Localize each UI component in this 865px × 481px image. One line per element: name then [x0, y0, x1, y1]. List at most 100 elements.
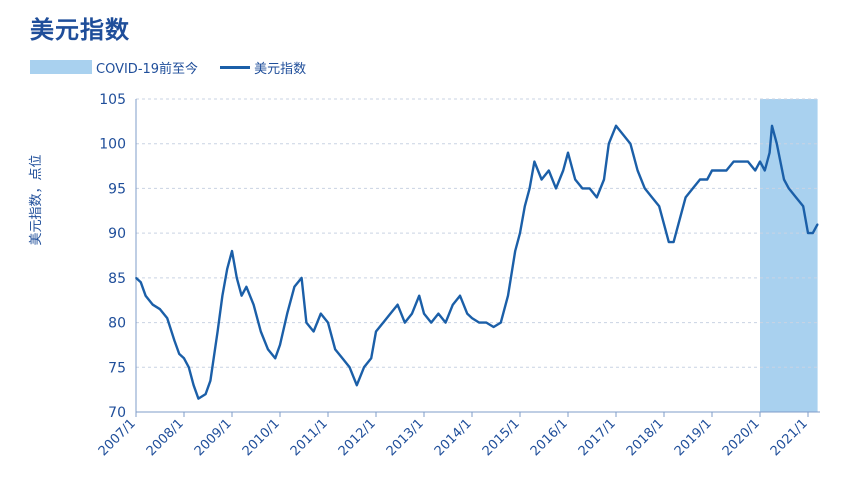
- data-point: [252, 303, 255, 306]
- y-tick-label: 70: [108, 405, 126, 421]
- data-point: [279, 344, 281, 346]
- data-point: [795, 196, 797, 199]
- data-point: [144, 294, 147, 297]
- data-point: [677, 223, 680, 225]
- data-point: [807, 232, 809, 234]
- data-point: [188, 366, 190, 369]
- data-point: [312, 330, 315, 333]
- data-point: [540, 178, 543, 181]
- data-point: [668, 241, 670, 243]
- data-point: [356, 384, 358, 386]
- data-point: [411, 312, 413, 315]
- data-point: [430, 321, 433, 324]
- data-point: [603, 178, 605, 181]
- chart-legend: COVID-19前至今 美元指数: [30, 58, 328, 77]
- data-point: [286, 312, 289, 315]
- data-point: [644, 187, 646, 190]
- legend-label-covid: COVID-19前至今: [96, 61, 199, 77]
- data-point: [732, 160, 735, 163]
- data-point: [192, 384, 195, 386]
- data-point: [524, 205, 526, 208]
- data-point: [528, 187, 531, 190]
- legend-swatch-area: [30, 60, 92, 74]
- data-point: [267, 348, 269, 351]
- data-point: [581, 187, 584, 190]
- x-tick-label: 2009/1: [192, 416, 235, 459]
- data-point: [555, 187, 557, 190]
- data-point: [305, 321, 308, 324]
- data-point: [197, 397, 200, 400]
- data-point: [812, 232, 814, 234]
- data-point: [437, 312, 440, 315]
- legend-label-dxy: 美元指数: [254, 61, 307, 77]
- data-point: [658, 205, 660, 208]
- data-point: [140, 281, 142, 284]
- data-point: [466, 312, 469, 315]
- data-point: [636, 169, 639, 172]
- data-point: [245, 286, 248, 288]
- data-point: [173, 339, 176, 342]
- data-point: [706, 178, 708, 181]
- x-tick-label: 2007/1: [96, 416, 139, 459]
- legend-item-dxy: 美元指数: [220, 58, 306, 77]
- data-point: [327, 321, 329, 324]
- legend-item-covid: COVID-19前至今: [30, 58, 198, 77]
- data-point: [300, 277, 303, 279]
- data-point: [567, 151, 569, 154]
- data-point: [216, 330, 219, 333]
- y-tick-label: 85: [108, 271, 126, 287]
- data-point: [166, 317, 168, 319]
- data-point: [740, 160, 742, 163]
- series-line-dxy: [135, 124, 819, 400]
- data-point: [519, 232, 521, 234]
- data-point: [363, 366, 365, 369]
- data-point: [418, 294, 421, 297]
- y-tick-label: 105: [99, 92, 126, 108]
- x-tick-label: 2019/1: [672, 416, 715, 459]
- x-tick-label: 2020/1: [720, 416, 763, 459]
- data-point: [725, 169, 728, 172]
- x-tick-label: 2016/1: [528, 416, 571, 459]
- data-point: [274, 357, 277, 360]
- x-tick-label: 2013/1: [384, 416, 427, 459]
- data-point: [747, 160, 749, 163]
- data-point: [514, 250, 516, 252]
- data-point: [629, 142, 632, 145]
- data-point: [370, 357, 373, 360]
- data-point: [768, 151, 771, 154]
- data-point: [692, 187, 694, 190]
- data-point: [771, 125, 773, 127]
- data-point: [754, 169, 756, 172]
- data-point: [507, 294, 509, 297]
- data-point: [759, 160, 761, 163]
- data-point: [231, 250, 233, 252]
- data-point: [471, 317, 473, 319]
- data-point: [485, 321, 488, 324]
- data-point: [711, 169, 713, 172]
- data-point: [375, 330, 377, 333]
- data-point: [776, 142, 778, 145]
- data-point: [293, 286, 296, 288]
- data-point: [152, 303, 154, 306]
- data-point: [764, 169, 766, 172]
- data-point: [183, 357, 185, 360]
- data-point: [389, 312, 392, 315]
- y-tick-label: 100: [99, 137, 126, 153]
- y-tick-label: 75: [108, 360, 126, 376]
- data-point: [334, 348, 337, 351]
- data-point: [178, 353, 180, 355]
- data-point: [622, 133, 624, 136]
- data-point: [382, 321, 385, 324]
- x-tick-label: 2012/1: [336, 416, 379, 459]
- data-point: [788, 187, 790, 190]
- covid-shaded-region: [760, 99, 818, 412]
- data-point: [209, 379, 212, 382]
- data-point: [404, 321, 406, 324]
- data-point: [320, 312, 322, 315]
- x-tick-label: 2014/1: [432, 416, 475, 459]
- data-point: [500, 321, 502, 324]
- x-tick-label: 2021/1: [768, 416, 811, 459]
- data-point: [478, 321, 481, 324]
- legend-swatch-line: [220, 65, 251, 69]
